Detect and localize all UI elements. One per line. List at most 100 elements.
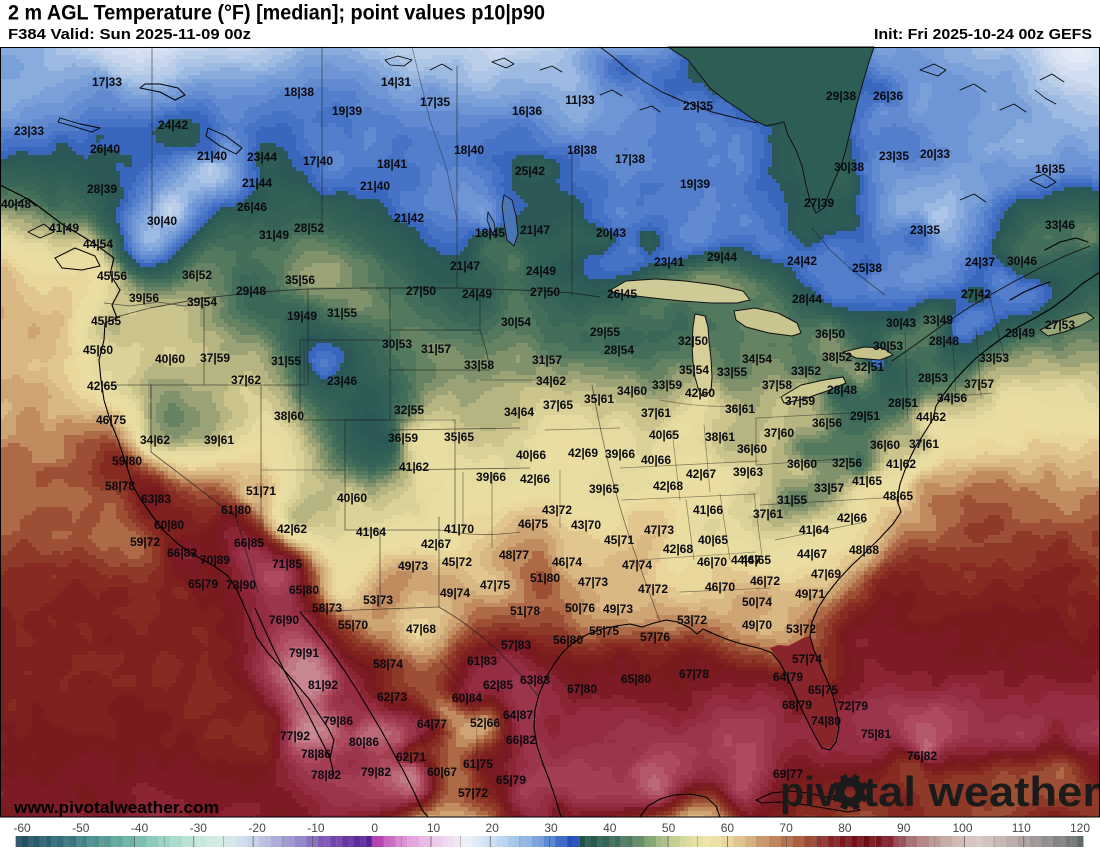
- svg-text:51|80: 51|80: [530, 571, 560, 585]
- svg-text:42|60: 42|60: [685, 386, 715, 400]
- svg-text:55|75: 55|75: [589, 624, 619, 638]
- svg-text:28|39: 28|39: [87, 182, 117, 196]
- svg-text:47|73: 47|73: [578, 575, 608, 589]
- svg-text:41|64: 41|64: [799, 523, 829, 537]
- svg-text:64|87: 64|87: [503, 708, 533, 722]
- svg-text:35|54: 35|54: [679, 363, 709, 377]
- svg-text:37|58: 37|58: [762, 378, 792, 392]
- svg-text:40|60: 40|60: [155, 352, 185, 366]
- svg-text:34|54: 34|54: [742, 352, 772, 366]
- svg-text:30|53: 30|53: [382, 337, 412, 351]
- svg-text:36|60: 36|60: [737, 442, 767, 456]
- svg-text:57|76: 57|76: [640, 630, 670, 644]
- svg-text:60: 60: [721, 821, 735, 835]
- svg-text:35|65: 35|65: [444, 430, 474, 444]
- svg-text:100: 100: [952, 821, 972, 835]
- svg-text:50|76: 50|76: [565, 601, 595, 615]
- svg-text:20|33: 20|33: [920, 147, 950, 161]
- svg-text:47|72: 47|72: [638, 582, 668, 596]
- svg-text:58|73: 58|73: [312, 601, 342, 615]
- svg-text:65|79: 65|79: [188, 577, 218, 591]
- svg-text:51|71: 51|71: [246, 484, 276, 498]
- svg-text:21|44: 21|44: [242, 176, 272, 190]
- svg-text:-30: -30: [190, 821, 208, 835]
- svg-text:66|83: 66|83: [167, 546, 197, 560]
- svg-text:www.pivotalweather.com: www.pivotalweather.com: [13, 799, 219, 817]
- svg-text:48|65: 48|65: [883, 489, 913, 503]
- svg-text:45|71: 45|71: [604, 533, 634, 547]
- svg-text:24|49: 24|49: [526, 264, 556, 278]
- svg-text:37|57: 37|57: [964, 377, 994, 391]
- svg-text:36|60: 36|60: [787, 457, 817, 471]
- svg-text:43|72: 43|72: [542, 503, 572, 517]
- svg-text:34|64: 34|64: [504, 405, 534, 419]
- svg-text:33|58: 33|58: [464, 358, 494, 372]
- svg-text:39|61: 39|61: [204, 433, 234, 447]
- svg-text:67|80: 67|80: [567, 682, 597, 696]
- svg-text:37|59: 37|59: [785, 394, 815, 408]
- svg-text:76|82: 76|82: [907, 749, 937, 763]
- svg-text:80|86: 80|86: [349, 735, 379, 749]
- svg-text:21|40: 21|40: [360, 179, 390, 193]
- svg-text:47|68: 47|68: [406, 622, 436, 636]
- svg-text:21|42: 21|42: [394, 211, 424, 225]
- svg-text:49|74: 49|74: [440, 586, 470, 600]
- svg-text:32|55: 32|55: [394, 403, 424, 417]
- svg-text:39|66: 39|66: [476, 470, 506, 484]
- svg-text:46|70: 46|70: [697, 555, 727, 569]
- svg-text:29|44: 29|44: [707, 250, 737, 264]
- svg-text:62|71: 62|71: [396, 750, 426, 764]
- svg-text:27|39: 27|39: [804, 196, 834, 210]
- svg-text:62|85: 62|85: [483, 678, 513, 692]
- svg-text:78|86: 78|86: [301, 747, 331, 761]
- svg-text:40: 40: [603, 821, 617, 835]
- svg-text:65|80: 65|80: [289, 583, 319, 597]
- svg-text:46|75: 46|75: [96, 413, 126, 427]
- svg-text:39|63: 39|63: [733, 465, 763, 479]
- svg-text:30|54: 30|54: [501, 315, 531, 329]
- svg-text:31|57: 31|57: [421, 342, 451, 356]
- svg-text:41|65: 41|65: [852, 474, 882, 488]
- svg-text:65|75: 65|75: [808, 683, 838, 697]
- svg-text:34|62: 34|62: [536, 374, 566, 388]
- svg-text:51|78: 51|78: [510, 604, 540, 618]
- svg-text:50|74: 50|74: [742, 595, 772, 609]
- svg-text:90: 90: [897, 821, 911, 835]
- svg-text:79|91: 79|91: [289, 646, 319, 660]
- svg-text:39|54: 39|54: [187, 295, 217, 309]
- svg-text:28|48: 28|48: [827, 383, 857, 397]
- svg-text:44|67: 44|67: [797, 547, 827, 561]
- svg-text:75|81: 75|81: [861, 727, 891, 741]
- svg-text:120: 120: [1070, 821, 1090, 835]
- svg-text:56|80: 56|80: [553, 633, 583, 647]
- svg-text:28|51: 28|51: [888, 396, 918, 410]
- svg-text:35|56: 35|56: [285, 273, 315, 287]
- svg-text:40|65: 40|65: [649, 428, 679, 442]
- svg-text:16|36: 16|36: [512, 104, 542, 118]
- svg-text:38|61: 38|61: [705, 430, 735, 444]
- svg-text:49|73: 49|73: [398, 559, 428, 573]
- svg-text:61|75: 61|75: [463, 757, 493, 771]
- svg-text:36|61: 36|61: [725, 402, 755, 416]
- svg-text:62|73: 62|73: [377, 690, 407, 704]
- svg-text:42|67: 42|67: [421, 537, 451, 551]
- svg-text:29|51: 29|51: [850, 409, 880, 423]
- svg-text:25|38: 25|38: [852, 261, 882, 275]
- svg-text:48|68: 48|68: [849, 543, 879, 557]
- svg-text:28|48: 28|48: [929, 334, 959, 348]
- svg-text:24|42: 24|42: [787, 254, 817, 268]
- svg-text:2 m AGL Temperature (°F) [medi: 2 m AGL Temperature (°F) [median]; point…: [8, 2, 545, 25]
- svg-text:10: 10: [427, 821, 441, 835]
- svg-text:36|52: 36|52: [182, 268, 212, 282]
- svg-text:39|65: 39|65: [589, 482, 619, 496]
- svg-text:18|41: 18|41: [377, 157, 407, 171]
- svg-text:16|35: 16|35: [1035, 162, 1065, 176]
- svg-text:35|61: 35|61: [584, 392, 614, 406]
- svg-text:49|70: 49|70: [742, 618, 772, 632]
- svg-text:43|70: 43|70: [571, 518, 601, 532]
- svg-text:42|66: 42|66: [837, 511, 867, 525]
- svg-text:27|53: 27|53: [1045, 318, 1075, 332]
- svg-text:11|33: 11|33: [565, 93, 595, 107]
- svg-text:30|38: 30|38: [834, 160, 864, 174]
- svg-text:41|66: 41|66: [693, 503, 723, 517]
